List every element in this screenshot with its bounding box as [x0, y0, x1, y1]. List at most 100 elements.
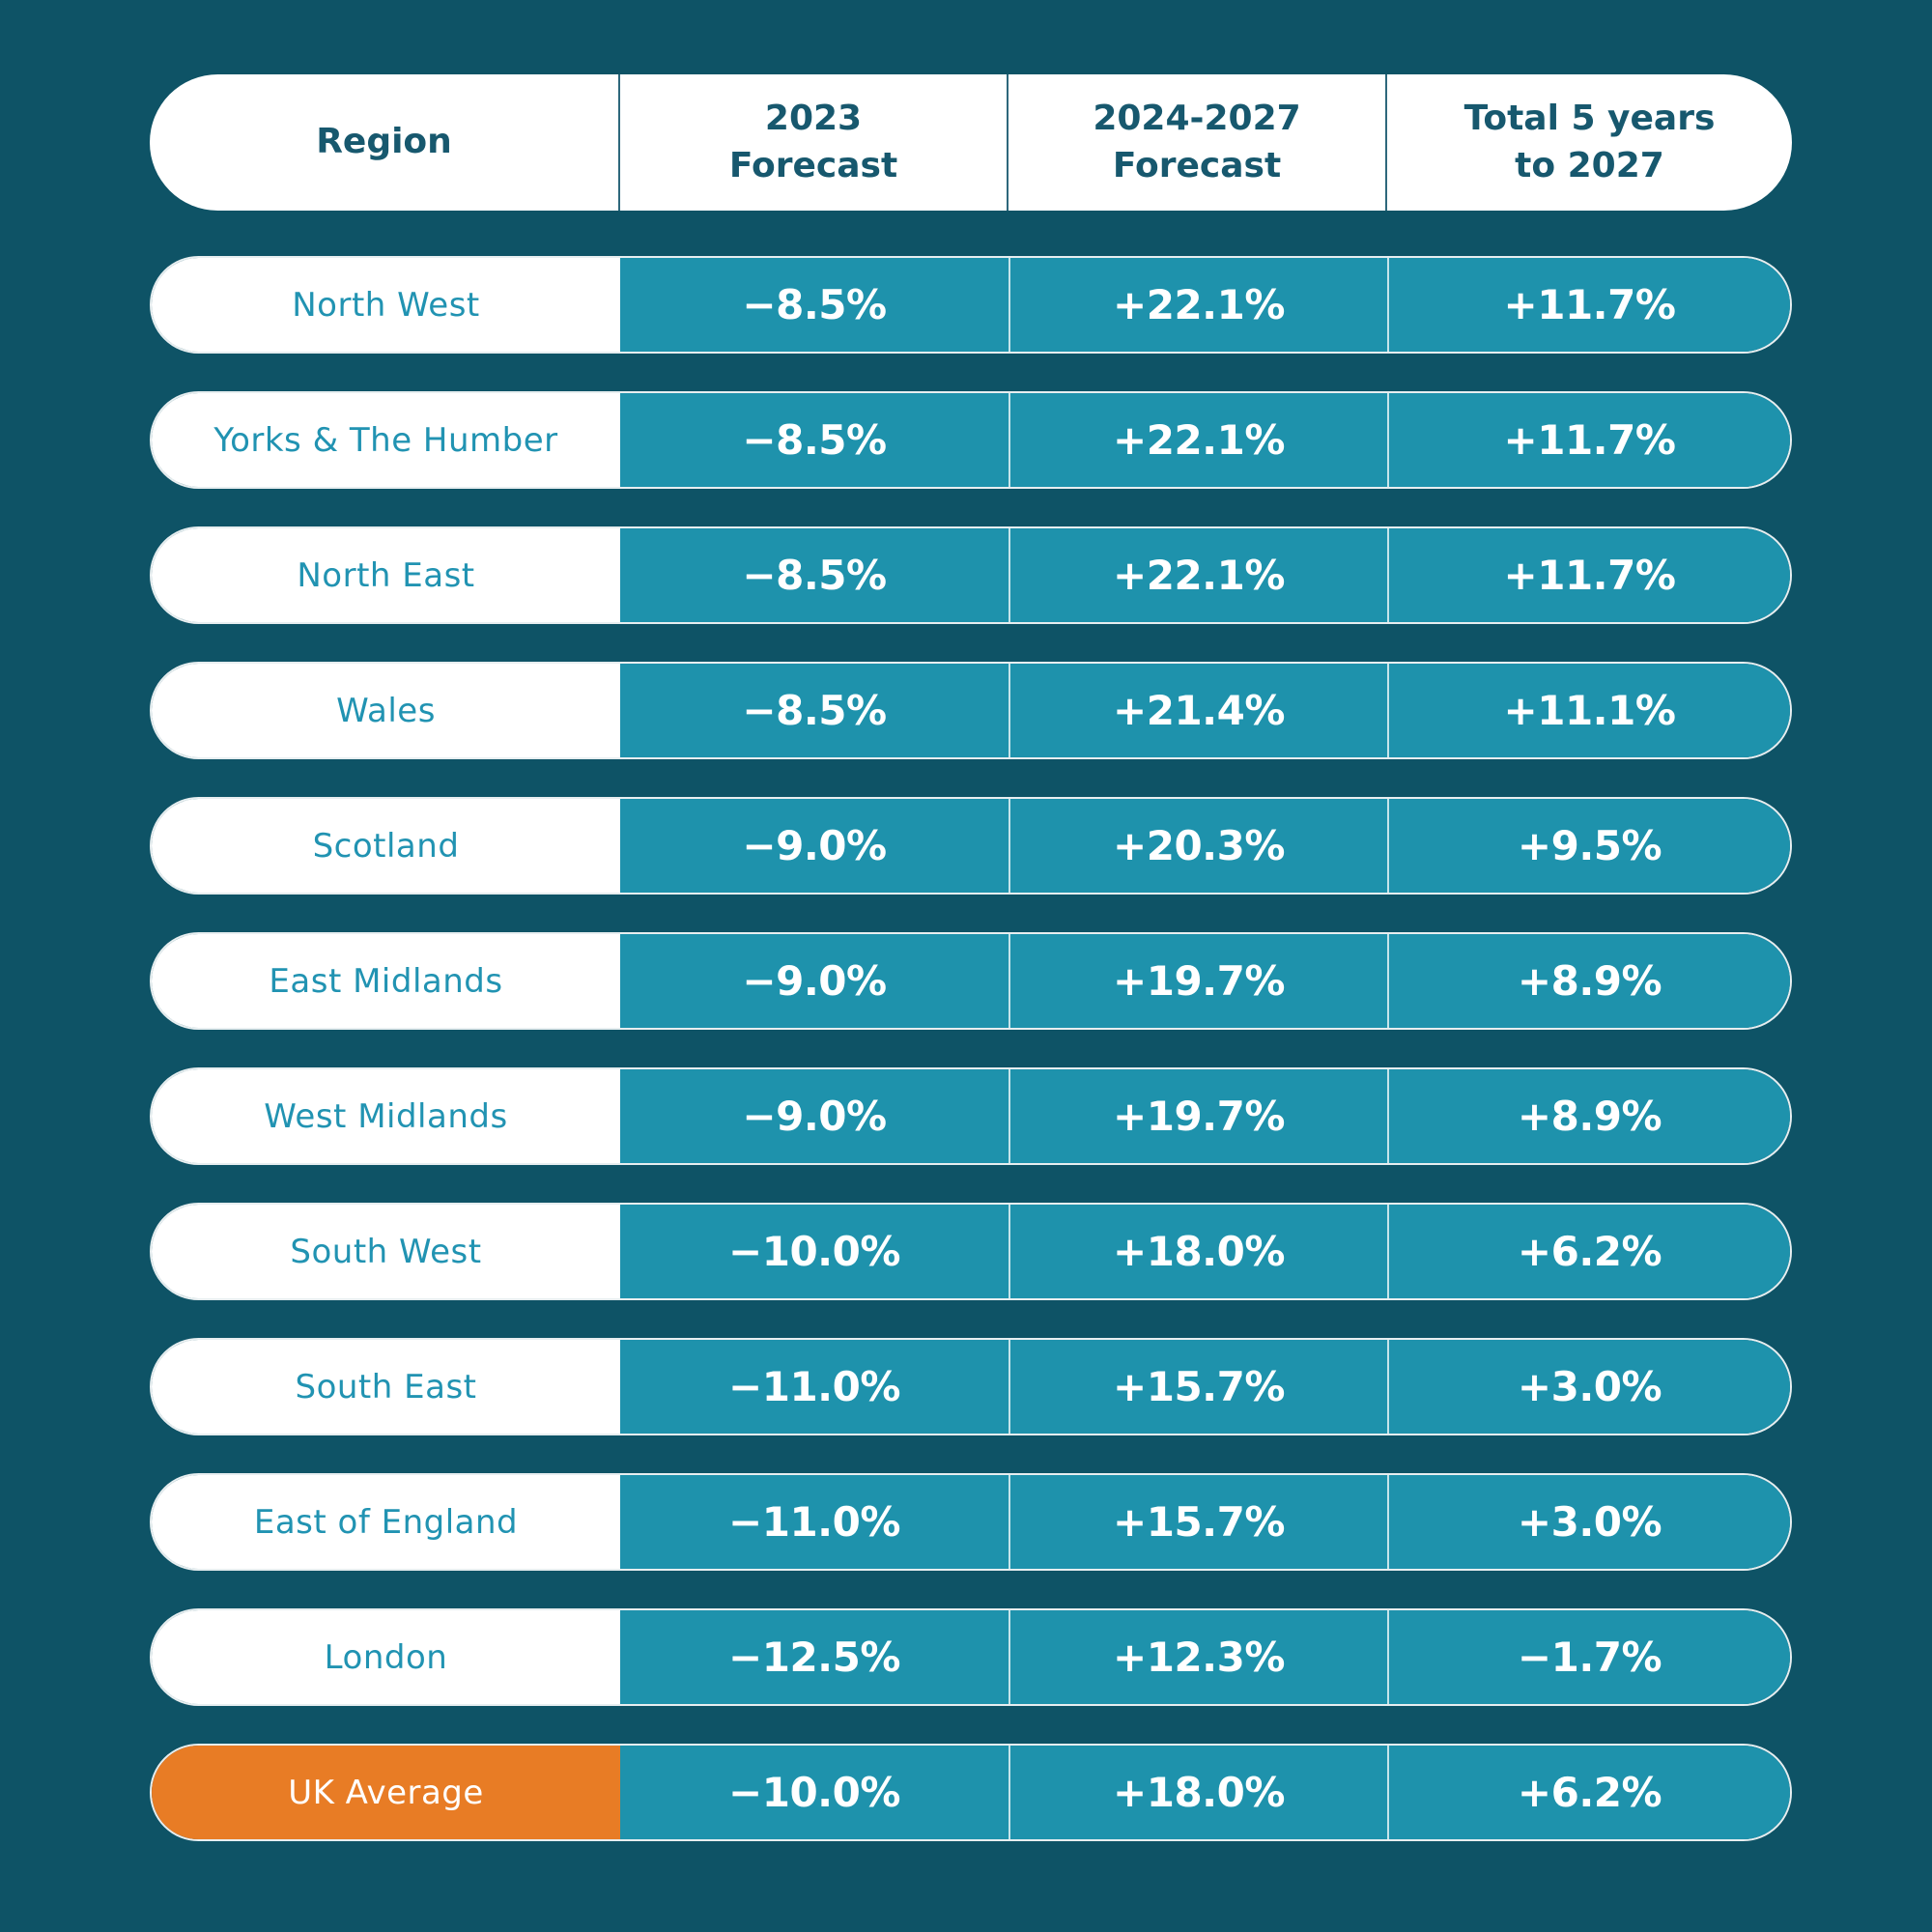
forecast-2024-2027-value: +22.1%	[1113, 552, 1285, 599]
region-cell: South East	[152, 1340, 620, 1434]
region-cell: East Midlands	[152, 934, 620, 1028]
total-5yr-value: +3.0%	[1517, 1498, 1662, 1546]
forecast-2024-2027-cell: +19.7%	[1009, 1069, 1387, 1163]
region-label: East of England	[253, 1502, 519, 1542]
forecast-2024-2027-value: +19.7%	[1113, 1093, 1285, 1140]
total-5yr-value: +11.7%	[1503, 416, 1676, 464]
region-cell: UK Average	[152, 1746, 620, 1839]
total-5yr-cell: +9.5%	[1387, 799, 1790, 893]
forecast-2024-2027-value: +20.3%	[1113, 822, 1285, 869]
forecast-2023-value: −8.5%	[742, 281, 887, 328]
table-body: North West −8.5% +22.1% +11.7% Yorks & T…	[150, 256, 1792, 1841]
header-label-2024-2027: 2024-2027	[1093, 98, 1301, 138]
total-5yr-cell: +3.0%	[1387, 1340, 1790, 1434]
table-row: Scotland −9.0% +20.3% +9.5%	[150, 797, 1792, 895]
forecast-2024-2027-value: +18.0%	[1113, 1228, 1285, 1275]
region-cell: Yorks & The Humber	[152, 393, 620, 487]
forecast-2024-2027-cell: +19.7%	[1009, 934, 1387, 1028]
header-label-total-5yr: Total 5 years	[1463, 98, 1716, 138]
total-5yr-cell: +6.2%	[1387, 1746, 1790, 1839]
header-cell-region: Region	[150, 74, 618, 211]
region-cell: Wales	[152, 664, 620, 757]
forecast-2023-value: −8.5%	[742, 687, 887, 734]
forecast-2023-value: −9.0%	[742, 957, 887, 1005]
forecast-2023-cell: −12.5%	[620, 1610, 1009, 1704]
table-row: London −12.5% +12.3% −1.7%	[150, 1608, 1792, 1706]
total-5yr-value: +11.7%	[1503, 281, 1676, 328]
region-cell: North East	[152, 528, 620, 622]
forecast-2023-value: −12.5%	[728, 1634, 900, 1681]
forecast-2023-value: −9.0%	[742, 822, 887, 869]
total-5yr-cell: +11.1%	[1387, 664, 1790, 757]
total-5yr-cell: +8.9%	[1387, 934, 1790, 1028]
forecast-2023-value: −8.5%	[742, 416, 887, 464]
forecast-2023-value: −8.5%	[742, 552, 887, 599]
region-cell: Scotland	[152, 799, 620, 893]
total-5yr-value: +11.7%	[1503, 552, 1676, 599]
region-label: East Midlands	[269, 961, 503, 1001]
total-5yr-value: +11.1%	[1503, 687, 1676, 734]
forecast-2024-2027-value: +15.7%	[1113, 1498, 1285, 1546]
forecast-2024-2027-value: +12.3%	[1113, 1634, 1285, 1681]
forecast-2023-cell: −8.5%	[620, 528, 1009, 622]
forecast-2023-cell: −9.0%	[620, 1069, 1009, 1163]
forecast-2023-cell: −10.0%	[620, 1205, 1009, 1298]
forecast-2024-2027-cell: +18.0%	[1009, 1746, 1387, 1839]
total-5yr-cell: +3.0%	[1387, 1475, 1790, 1569]
forecast-2024-2027-cell: +12.3%	[1009, 1610, 1387, 1704]
table-header-row: Region 2023 Forecast 2024-2027 Forecast …	[150, 74, 1792, 211]
region-label: Wales	[336, 691, 436, 730]
table-row: Wales −8.5% +21.4% +11.1%	[150, 662, 1792, 759]
region-label: Yorks & The Humber	[213, 420, 558, 460]
forecast-2024-2027-value: +19.7%	[1113, 957, 1285, 1005]
forecast-2024-2027-cell: +20.3%	[1009, 799, 1387, 893]
header-cell-2023-forecast: 2023 Forecast	[618, 74, 1007, 211]
total-5yr-value: +6.2%	[1517, 1228, 1662, 1275]
forecast-2023-value: −10.0%	[728, 1228, 900, 1275]
table-row: East of England −11.0% +15.7% +3.0%	[150, 1473, 1792, 1571]
table-row: South West −10.0% +18.0% +6.2%	[150, 1203, 1792, 1300]
forecast-2023-cell: −10.0%	[620, 1746, 1009, 1839]
region-label: South East	[295, 1367, 477, 1406]
forecast-2024-2027-cell: +22.1%	[1009, 258, 1387, 352]
forecast-2023-value: −10.0%	[728, 1769, 900, 1816]
total-5yr-value: +3.0%	[1517, 1363, 1662, 1410]
header-label-2023-line2: Forecast	[728, 145, 898, 185]
total-5yr-cell: +11.7%	[1387, 258, 1790, 352]
forecast-2023-cell: −8.5%	[620, 664, 1009, 757]
total-5yr-value: +8.9%	[1517, 957, 1662, 1005]
forecast-2023-cell: −9.0%	[620, 934, 1009, 1028]
forecast-2024-2027-cell: +15.7%	[1009, 1340, 1387, 1434]
forecast-2023-cell: −11.0%	[620, 1340, 1009, 1434]
region-cell: London	[152, 1610, 620, 1704]
forecast-2024-2027-value: +22.1%	[1113, 281, 1285, 328]
total-5yr-cell: +11.7%	[1387, 528, 1790, 622]
table-row: UK Average −10.0% +18.0% +6.2%	[150, 1744, 1792, 1841]
region-label: UK Average	[288, 1773, 484, 1812]
header-cell-total-5yr: Total 5 years to 2027	[1385, 74, 1792, 211]
total-5yr-value: +8.9%	[1517, 1093, 1662, 1140]
forecast-2023-cell: −11.0%	[620, 1475, 1009, 1569]
header-label-region: Region	[316, 122, 452, 162]
region-label: North West	[292, 285, 480, 325]
region-cell: East of England	[152, 1475, 620, 1569]
header-cell-2024-2027-forecast: 2024-2027 Forecast	[1007, 74, 1385, 211]
forecast-2024-2027-cell: +21.4%	[1009, 664, 1387, 757]
total-5yr-cell: +6.2%	[1387, 1205, 1790, 1298]
forecast-2024-2027-cell: +22.1%	[1009, 393, 1387, 487]
forecast-2023-cell: −8.5%	[620, 393, 1009, 487]
forecast-2023-cell: −8.5%	[620, 258, 1009, 352]
region-label: West Midlands	[264, 1096, 508, 1136]
region-label: Scotland	[312, 826, 460, 866]
region-cell: West Midlands	[152, 1069, 620, 1163]
total-5yr-value: +9.5%	[1517, 822, 1662, 869]
forecast-2024-2027-cell: +18.0%	[1009, 1205, 1387, 1298]
table-row: Yorks & The Humber −8.5% +22.1% +11.7%	[150, 391, 1792, 489]
table-row: East Midlands −9.0% +19.7% +8.9%	[150, 932, 1792, 1030]
region-cell: North West	[152, 258, 620, 352]
total-5yr-cell: −1.7%	[1387, 1610, 1790, 1704]
region-label: London	[324, 1637, 448, 1677]
forecast-2024-2027-cell: +22.1%	[1009, 528, 1387, 622]
total-5yr-cell: +11.7%	[1387, 393, 1790, 487]
